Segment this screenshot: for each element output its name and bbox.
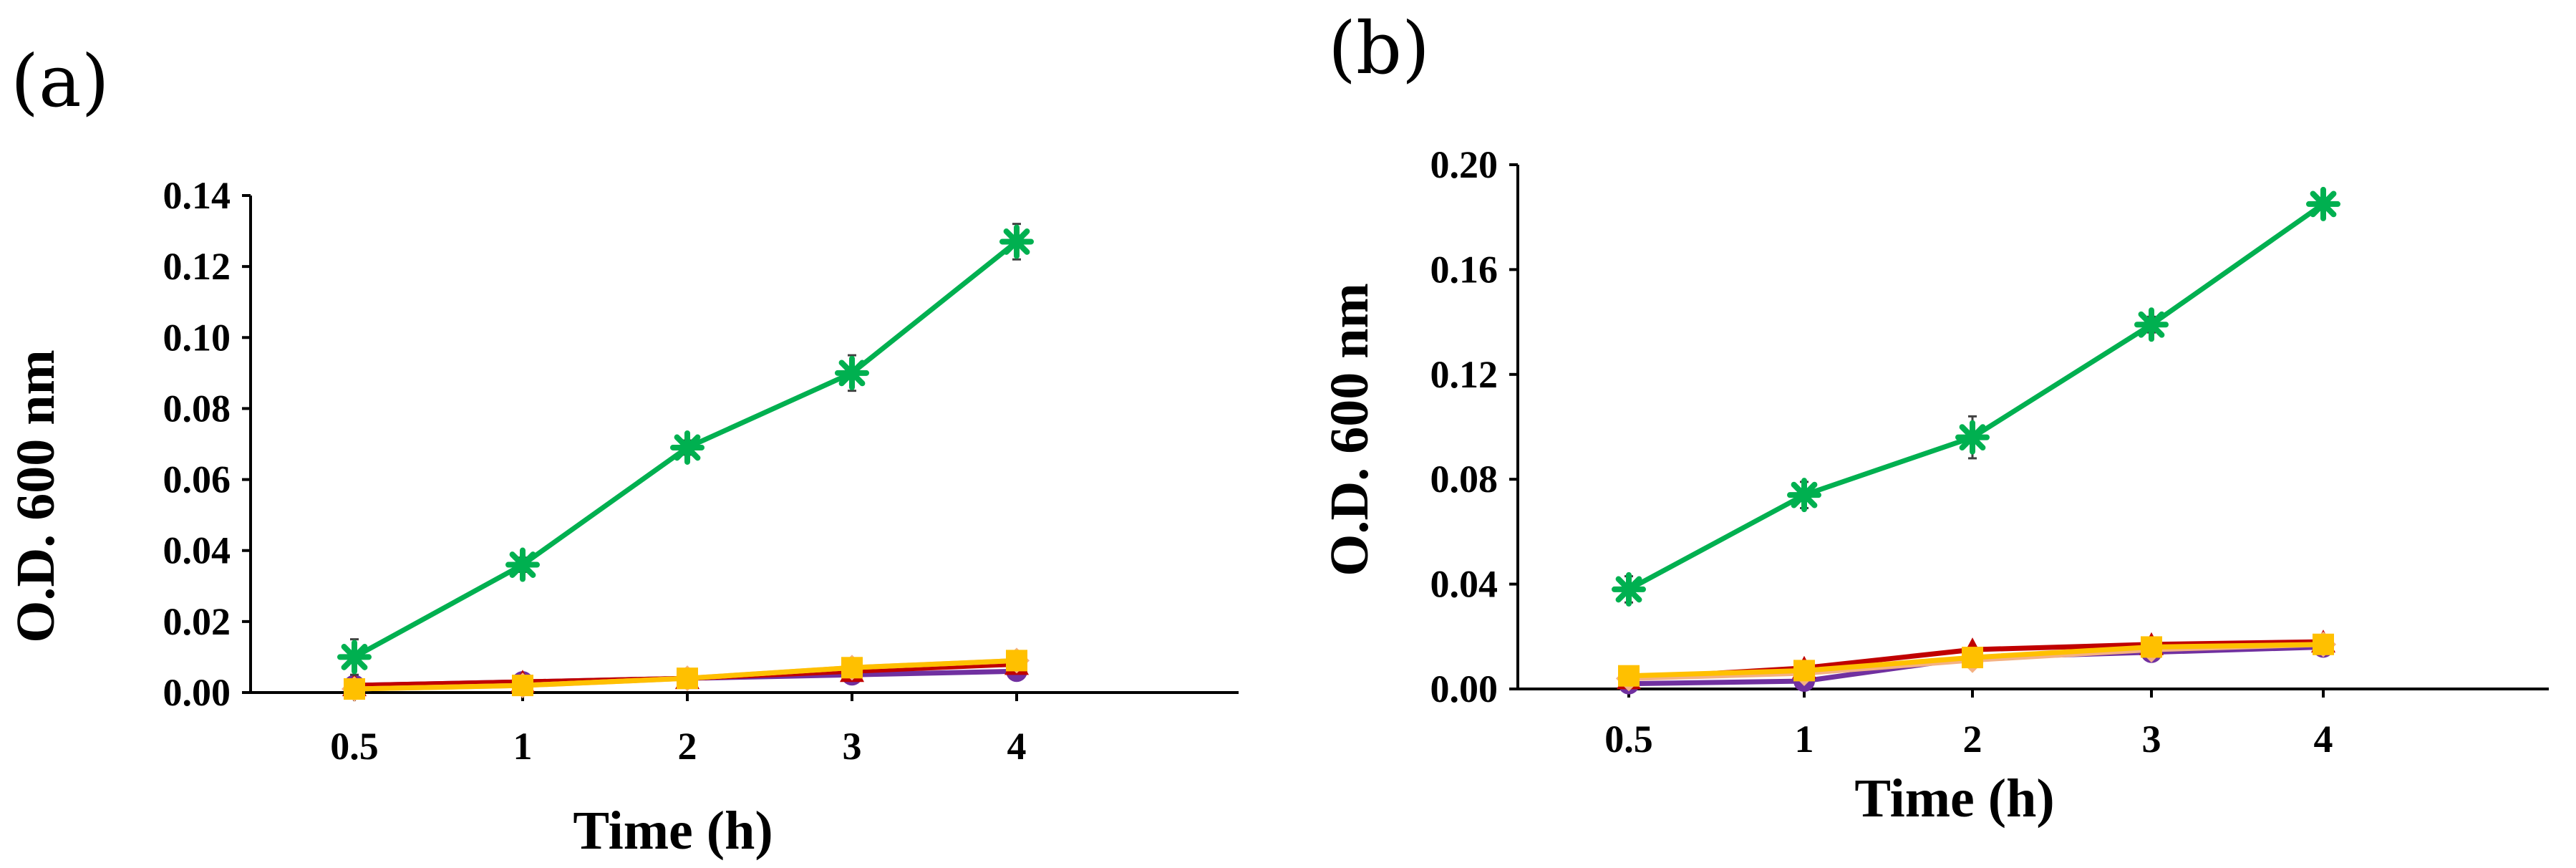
series-yellow <box>344 650 1027 700</box>
x-tick-label: 3 <box>2142 718 2161 761</box>
data-point-green <box>1612 572 1646 607</box>
series-group-b <box>1612 186 2340 695</box>
series-group-a <box>337 223 1034 703</box>
x-axis-title-b: Time (h) <box>1854 768 2054 829</box>
y-tick-label: 0.02 <box>163 600 231 643</box>
data-point-yellow <box>512 675 533 697</box>
y-ticks-a: 0.00 0.02 0.04 0.06 0.08 0.10 0.12 0.14 <box>163 174 251 714</box>
x-tick-label: 0.5 <box>330 725 379 768</box>
y-tick-label: 0.12 <box>1430 353 1498 396</box>
y-tick-label: 0.00 <box>1430 667 1498 710</box>
data-point-yellow <box>1962 647 1983 669</box>
x-tick-label: 2 <box>1963 718 1982 761</box>
x-tick-label: 3 <box>843 725 862 768</box>
data-point-yellow <box>2313 633 2334 655</box>
x-tick-label: 0.5 <box>1604 718 1653 761</box>
x-tick-label: 2 <box>678 725 697 768</box>
y-tick-label: 0.14 <box>163 174 231 217</box>
panel-label-a: (a) <box>11 39 110 123</box>
panel-label-b: (b) <box>1328 6 1430 90</box>
y-tick-label: 0.04 <box>163 529 231 572</box>
x-axis-title-a: Time (h) <box>573 801 773 861</box>
x-tick-label: 1 <box>1795 718 1814 761</box>
y-tick-label: 0.12 <box>163 245 231 288</box>
data-point-yellow <box>677 667 698 690</box>
data-point-yellow <box>344 678 365 700</box>
data-point-green <box>2306 186 2340 221</box>
series-line-green <box>1627 202 2325 592</box>
y-tick-label: 0.08 <box>1430 458 1498 501</box>
data-point-green <box>337 640 372 675</box>
x-ticks-a: 0.5 1 2 3 4 <box>330 693 1027 768</box>
data-point-green <box>1787 478 1821 513</box>
y-tick-label: 0.10 <box>163 316 231 359</box>
data-point-green <box>670 430 704 465</box>
y-axis-title-a: O.D. 600 nm <box>6 349 66 643</box>
y-tick-label: 0.20 <box>1430 143 1498 186</box>
x-tick-label: 4 <box>2314 718 2333 761</box>
data-point-yellow <box>1006 650 1027 672</box>
y-tick-label: 0.08 <box>163 387 231 430</box>
y-tick-label: 0.16 <box>1430 248 1498 291</box>
data-point-yellow <box>2141 636 2162 658</box>
data-point-green <box>2134 307 2169 342</box>
chart-panel-b: (b) O.D. 600 nm Time (h) 0.00 0.04 0.08 0.1… <box>1320 6 2549 829</box>
x-tick-label: 4 <box>1007 725 1027 768</box>
x-tick-label: 1 <box>513 725 533 768</box>
y-ticks-b: 0.00 0.04 0.08 0.12 0.16 0.20 <box>1430 143 1518 710</box>
data-point-green <box>1955 420 1990 455</box>
data-point-green <box>835 355 869 390</box>
x-ticks-b: 0.5 1 2 3 4 <box>1604 689 2333 761</box>
series-green <box>1612 186 2340 607</box>
y-tick-label: 0.00 <box>163 671 231 714</box>
series-green <box>337 223 1034 676</box>
y-tick-label: 0.06 <box>163 458 231 501</box>
data-point-green <box>505 547 540 582</box>
series-yellow <box>1618 633 2334 687</box>
data-point-green <box>999 224 1034 259</box>
y-axis-title-b: O.D. 600 nm <box>1320 283 1380 577</box>
y-tick-label: 0.04 <box>1430 563 1498 606</box>
chart-panel-a: (a) O.D. 600 nm Time (h) 0.000.020.040.0… <box>6 39 1239 861</box>
data-point-yellow <box>841 657 863 679</box>
data-point-yellow <box>1793 660 1815 682</box>
data-point-yellow <box>1618 665 1640 687</box>
